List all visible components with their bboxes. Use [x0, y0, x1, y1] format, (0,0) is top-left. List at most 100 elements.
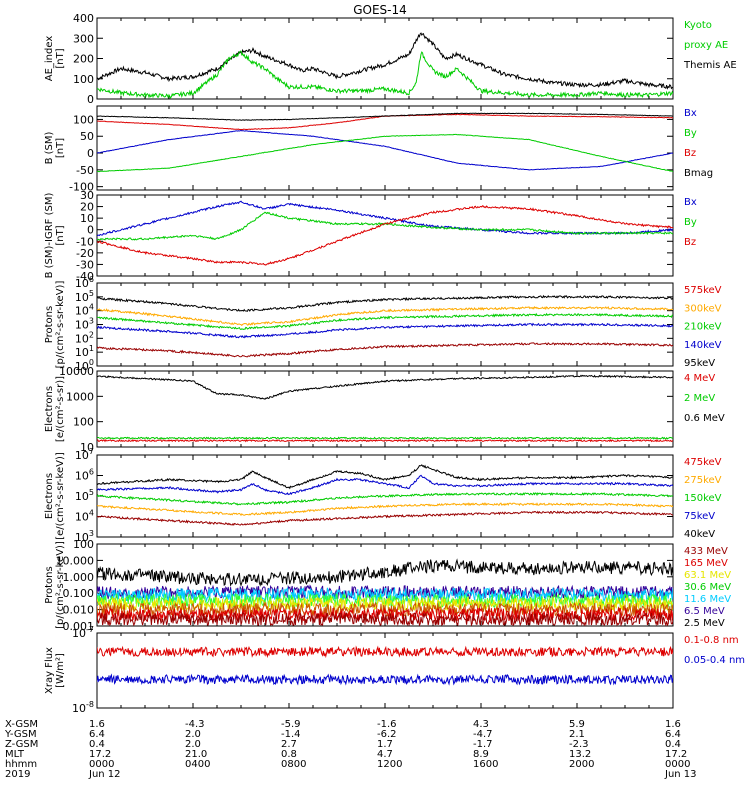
- ephemeris-value: 6.4: [89, 729, 105, 740]
- y-tick-label: 0.001: [63, 620, 95, 633]
- y-tick-label: 0: [87, 224, 94, 237]
- legend-entry: 2 MeV: [684, 393, 715, 404]
- legend-entry: 475keV: [684, 457, 722, 468]
- series-95kev: [97, 342, 673, 358]
- ephemeris-value: Jun 12: [88, 769, 121, 780]
- series-group: [97, 112, 673, 173]
- legend-entry: proxy AE: [684, 40, 728, 51]
- y-axis-label: B (SM): [44, 131, 55, 164]
- ephemeris-row-label: MLT: [5, 749, 25, 760]
- y-axis-label: [e/(cm²-s-sr-keV)]: [55, 452, 66, 540]
- series-210kev: [97, 312, 673, 330]
- series-group: [97, 32, 673, 99]
- legend-entry: Bz: [684, 148, 696, 159]
- series-group: [97, 464, 673, 526]
- panel-bsm: 100 50 0 -50 -100 B (SM) [nT] Bx By Bz Bmag: [44, 105, 713, 194]
- y-tick-label: -40: [76, 270, 94, 283]
- legend-entry: 11.6 MeV: [684, 594, 731, 605]
- panel-xray: 10-7 10-8 Xray Flux [W/m²] 0.1-0.8 nm 0.05-0.…: [44, 625, 745, 715]
- y-tick-label: 104: [75, 303, 94, 318]
- y-tick-label: 20: [80, 201, 94, 214]
- ephemeris-row-label: 2019: [5, 769, 30, 780]
- figure-title: GOES-14: [353, 3, 407, 17]
- y-tick-label: 101: [75, 344, 94, 359]
- series-575kev: [97, 294, 673, 312]
- ephemeris-value: 5.9: [569, 719, 585, 730]
- legend-entry: By: [684, 217, 697, 228]
- panel-frame: [96, 370, 674, 448]
- legend-entry: 433 MeV: [684, 546, 728, 557]
- y-tick-label: 0.100: [63, 587, 95, 600]
- series-bx: [97, 129, 673, 171]
- series-140kev: [97, 322, 673, 339]
- ephemeris-value: 2.0: [185, 739, 201, 750]
- series-275kev: [97, 474, 673, 496]
- panel-electrons_low: 107 106 105 104 103 Electrons [e/(cm²-s-sr-keV…: [44, 447, 722, 544]
- ephemeris-value: -4.7: [473, 729, 493, 740]
- series-bz: [97, 205, 673, 266]
- series-group: [97, 645, 673, 686]
- y-axis-label: Electrons: [44, 386, 55, 432]
- ephemeris-value: 0.4: [665, 739, 681, 750]
- ephemeris-value: 4.7: [377, 749, 393, 760]
- series-433-mev: [97, 606, 673, 623]
- series-bmag: [97, 112, 673, 121]
- y-tick-label: -50: [76, 164, 94, 177]
- ephemeris-row-label: X-GSM: [5, 719, 38, 730]
- series-by: [97, 133, 673, 173]
- series-150kev: [97, 491, 673, 506]
- ephemeris-value: 17.2: [89, 749, 111, 760]
- y-axis-label: Protons: [44, 566, 55, 603]
- y-tick-label: -20: [76, 247, 94, 260]
- y-tick-label: 100: [73, 416, 94, 429]
- ephemeris-value: 2000: [569, 759, 594, 770]
- ephemeris-row-label: hhmm: [5, 759, 37, 770]
- ephemeris-value: -2.3: [569, 739, 589, 750]
- y-tick-label: 1.000: [63, 571, 95, 584]
- ephemeris-value: 13.2: [569, 749, 591, 760]
- y-tick-label: 105: [75, 289, 94, 304]
- legend-entry: 6.5 MeV: [684, 606, 725, 617]
- series-300kev: [97, 305, 673, 327]
- series-40kev: [97, 510, 673, 526]
- legend-entry: 40keV: [684, 529, 715, 540]
- legend-entry: 300keV: [684, 303, 722, 314]
- y-tick-label: 10: [80, 441, 94, 454]
- legend-entry: 2.5 MeV: [684, 618, 725, 629]
- y-axis-label: [nT]: [55, 48, 66, 68]
- y-axis-label: [nT]: [55, 138, 66, 158]
- y-tick-label: 300: [73, 32, 94, 45]
- y-tick-label: 107: [75, 447, 94, 462]
- series-group: [97, 200, 673, 266]
- ephemeris-value: 0800: [281, 759, 306, 770]
- y-tick-label: 10-8: [72, 700, 94, 715]
- legend-entry: 140keV: [684, 340, 722, 351]
- legend-entry: 0.6 MeV: [684, 413, 725, 424]
- ephemeris-value: -6.2: [377, 729, 397, 740]
- ephemeris-value: -1.6: [377, 719, 397, 730]
- series-bz: [97, 113, 673, 131]
- y-axis-label: Electrons: [44, 473, 55, 519]
- legend-entry: 0.05-0.4 nm: [684, 655, 745, 666]
- ephemeris-value: 8.9: [473, 749, 489, 760]
- legend-entry: 75keV: [684, 511, 715, 522]
- legend-entry: Kyoto: [684, 20, 712, 31]
- series-by: [97, 211, 673, 241]
- ephemeris-value: 6.4: [665, 729, 681, 740]
- series-group: [97, 374, 673, 443]
- y-tick-label: 102: [75, 330, 94, 345]
- y-tick-label: 0.010: [63, 604, 95, 617]
- series-165-mev: [97, 601, 673, 619]
- ephemeris-value: -4.3: [185, 719, 205, 730]
- y-tick-label: -10: [76, 235, 94, 248]
- ephemeris-value: -1.7: [473, 739, 493, 750]
- panel-protons_high: 100 10.000 1.000 0.100 0.010 0.001 Protons [p/(…: [44, 538, 731, 633]
- y-tick-label: 0: [87, 93, 94, 106]
- y-tick-label: 103: [75, 317, 94, 332]
- ephemeris-value: 1.6: [665, 719, 681, 730]
- legend-entry: Bx: [684, 108, 697, 119]
- ephemeris-value: 1.6: [89, 719, 105, 730]
- y-tick-label: 103: [75, 529, 94, 544]
- ephemeris-value: 2.1: [569, 729, 585, 740]
